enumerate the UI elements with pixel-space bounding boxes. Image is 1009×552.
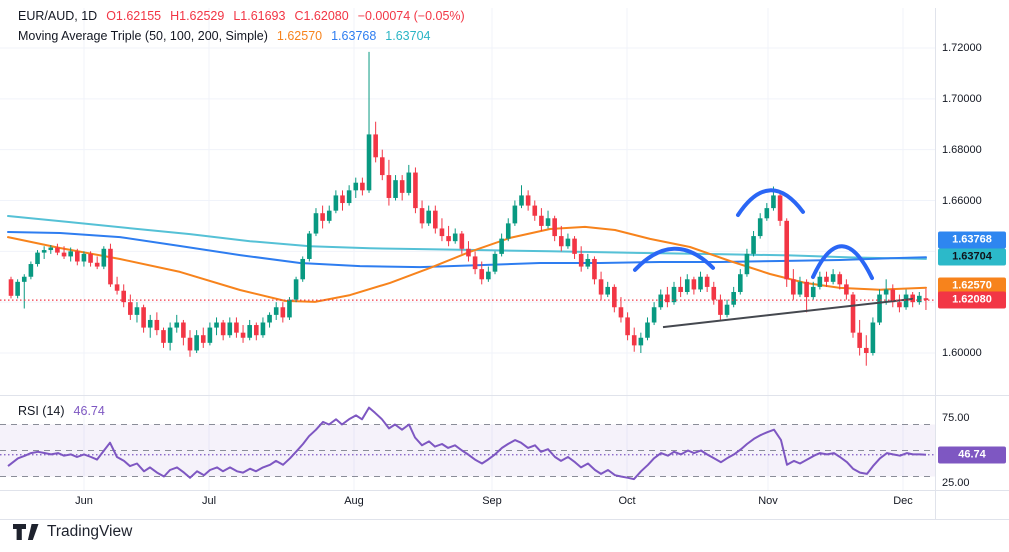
price-axis-label: 1.72000 xyxy=(942,42,982,54)
ma-indicator-legend[interactable]: Moving Average Triple (50, 100, 200, Sim… xyxy=(18,28,430,45)
price-axis-label: 1.60000 xyxy=(942,347,982,359)
rsi-axis-label: 25.00 xyxy=(942,477,970,489)
tradingview-logo-text: TradingView xyxy=(47,523,133,540)
price-axis-label: 1.66000 xyxy=(942,194,982,207)
rsi-legend-label: RSI (14) xyxy=(18,404,65,418)
price-badge: 1.63704 xyxy=(938,248,1006,266)
symbol-legend[interactable]: EUR/AUD, 1D O1.62155 H1.62529 L1.61693 C… xyxy=(18,8,465,25)
ma-legend-label: Moving Average Triple (50, 100, 200, Sim… xyxy=(18,29,268,43)
ohlc-low: L1.61693 xyxy=(233,9,286,23)
rsi-badge: 46.74 xyxy=(938,446,1006,464)
time-axis-label: Oct xyxy=(618,495,636,507)
ohlc-close: C1.62080 xyxy=(294,9,349,23)
time-axis-label: Jul xyxy=(201,495,217,507)
price-badge: 1.63768 xyxy=(938,231,1006,249)
price-axis-label: 1.70000 xyxy=(942,92,982,105)
price-badge: 1.62080 xyxy=(938,291,1006,309)
change-value: −0.00074 (−0.05%) xyxy=(357,9,465,23)
ma100-value: 1.63768 xyxy=(331,29,377,43)
ma200-value: 1.63704 xyxy=(385,29,431,43)
tradingview-logo[interactable]: TradingView xyxy=(13,523,132,541)
time-axis-label: Dec xyxy=(893,495,913,507)
rsi-indicator-legend[interactable]: RSI (14) 46.74 xyxy=(18,403,105,420)
price-axis-label: 1.68000 xyxy=(942,143,982,156)
ma50-value: 1.62570 xyxy=(276,29,323,43)
rsi-value: 46.74 xyxy=(73,404,105,418)
time-axis-label: Sep xyxy=(482,495,502,507)
ohlc-open: O1.62155 xyxy=(106,9,162,23)
symbol-title: EUR/AUD, 1D xyxy=(18,9,98,23)
price-badge: 1.62570 xyxy=(938,277,1006,295)
rsi-axis-label: 75.00 xyxy=(942,412,970,424)
time-axis-label: Jun xyxy=(75,495,93,507)
ohlc-high: H1.62529 xyxy=(170,9,225,23)
time-axis-label: Aug xyxy=(344,495,364,507)
tradingview-mark-icon xyxy=(13,524,39,540)
time-axis-label: Nov xyxy=(758,495,778,507)
